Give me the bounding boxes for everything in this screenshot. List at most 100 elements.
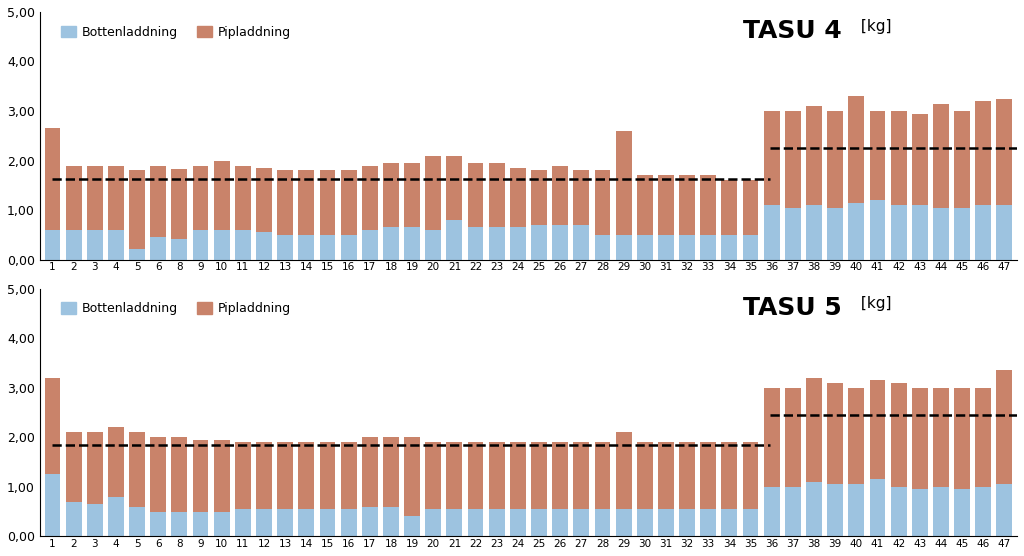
Bar <box>531 171 547 225</box>
Bar <box>722 509 737 537</box>
Bar <box>510 509 525 537</box>
Bar <box>298 509 314 537</box>
Bar <box>764 205 779 260</box>
Bar <box>319 509 336 537</box>
Bar <box>552 442 568 509</box>
Bar <box>785 111 801 207</box>
Bar <box>911 205 928 260</box>
Bar <box>869 111 886 200</box>
Bar <box>256 232 272 260</box>
Bar <box>615 432 632 509</box>
Bar <box>933 103 949 207</box>
Bar <box>975 205 991 260</box>
Bar <box>573 225 589 260</box>
Bar <box>383 507 399 537</box>
Bar <box>658 176 674 235</box>
Bar <box>87 166 102 230</box>
Bar <box>996 370 1013 484</box>
Bar <box>171 437 187 512</box>
Bar <box>425 156 441 230</box>
Bar <box>108 230 124 260</box>
Bar <box>595 509 610 537</box>
Bar <box>488 163 505 227</box>
Bar <box>552 166 568 225</box>
Bar <box>256 442 272 509</box>
Bar <box>933 207 949 260</box>
Bar <box>45 474 60 537</box>
Bar <box>383 437 399 507</box>
Bar <box>954 489 970 537</box>
Bar <box>193 440 209 512</box>
Bar <box>468 227 483 260</box>
Bar <box>722 235 737 260</box>
Bar <box>425 230 441 260</box>
Bar <box>637 509 652 537</box>
Bar <box>129 507 145 537</box>
Bar <box>468 442 483 509</box>
Bar <box>679 176 695 235</box>
Bar <box>361 437 378 507</box>
Bar <box>278 442 293 509</box>
Bar <box>679 442 695 509</box>
Bar <box>488 509 505 537</box>
Bar <box>298 171 314 235</box>
Bar <box>319 442 336 509</box>
Bar <box>214 440 229 512</box>
Legend: Bottenladdning, Pipladdning: Bottenladdning, Pipladdning <box>56 21 296 44</box>
Bar <box>573 509 589 537</box>
Bar <box>510 227 525 260</box>
Bar <box>404 437 420 517</box>
Bar <box>700 235 716 260</box>
Bar <box>446 442 462 509</box>
Bar <box>151 512 166 537</box>
Bar <box>742 235 759 260</box>
Bar <box>595 171 610 235</box>
Bar <box>214 230 229 260</box>
Bar <box>234 509 251 537</box>
Bar <box>911 489 928 537</box>
Bar <box>129 171 145 249</box>
Bar <box>66 432 82 502</box>
Bar <box>214 161 229 230</box>
Bar <box>256 509 272 537</box>
Bar <box>658 442 674 509</box>
Bar <box>869 380 886 479</box>
Bar <box>848 96 864 203</box>
Bar <box>848 484 864 537</box>
Bar <box>764 111 779 205</box>
Bar <box>658 509 674 537</box>
Bar <box>171 512 187 537</box>
Bar <box>278 235 293 260</box>
Bar <box>954 111 970 207</box>
Bar <box>298 235 314 260</box>
Bar <box>615 509 632 537</box>
Text: TASU 5: TASU 5 <box>743 296 842 320</box>
Bar <box>700 442 716 509</box>
Bar <box>468 163 483 227</box>
Bar <box>45 128 60 230</box>
Bar <box>256 168 272 232</box>
Bar <box>827 207 843 260</box>
Bar <box>171 170 187 239</box>
Bar <box>66 166 82 230</box>
Bar <box>531 225 547 260</box>
Bar <box>319 171 336 235</box>
Bar <box>679 509 695 537</box>
Bar <box>446 220 462 260</box>
Bar <box>341 235 356 260</box>
Bar <box>595 235 610 260</box>
Bar <box>510 168 525 227</box>
Bar <box>933 486 949 537</box>
Bar <box>108 166 124 230</box>
Bar <box>996 484 1013 537</box>
Bar <box>278 509 293 537</box>
Bar <box>129 249 145 260</box>
Bar <box>891 111 906 205</box>
Bar <box>785 388 801 486</box>
Bar <box>975 101 991 205</box>
Bar <box>637 176 652 235</box>
Legend: Bottenladdning, Pipladdning: Bottenladdning, Pipladdning <box>56 297 296 320</box>
Bar <box>171 239 187 260</box>
Bar <box>66 230 82 260</box>
Bar <box>806 106 822 205</box>
